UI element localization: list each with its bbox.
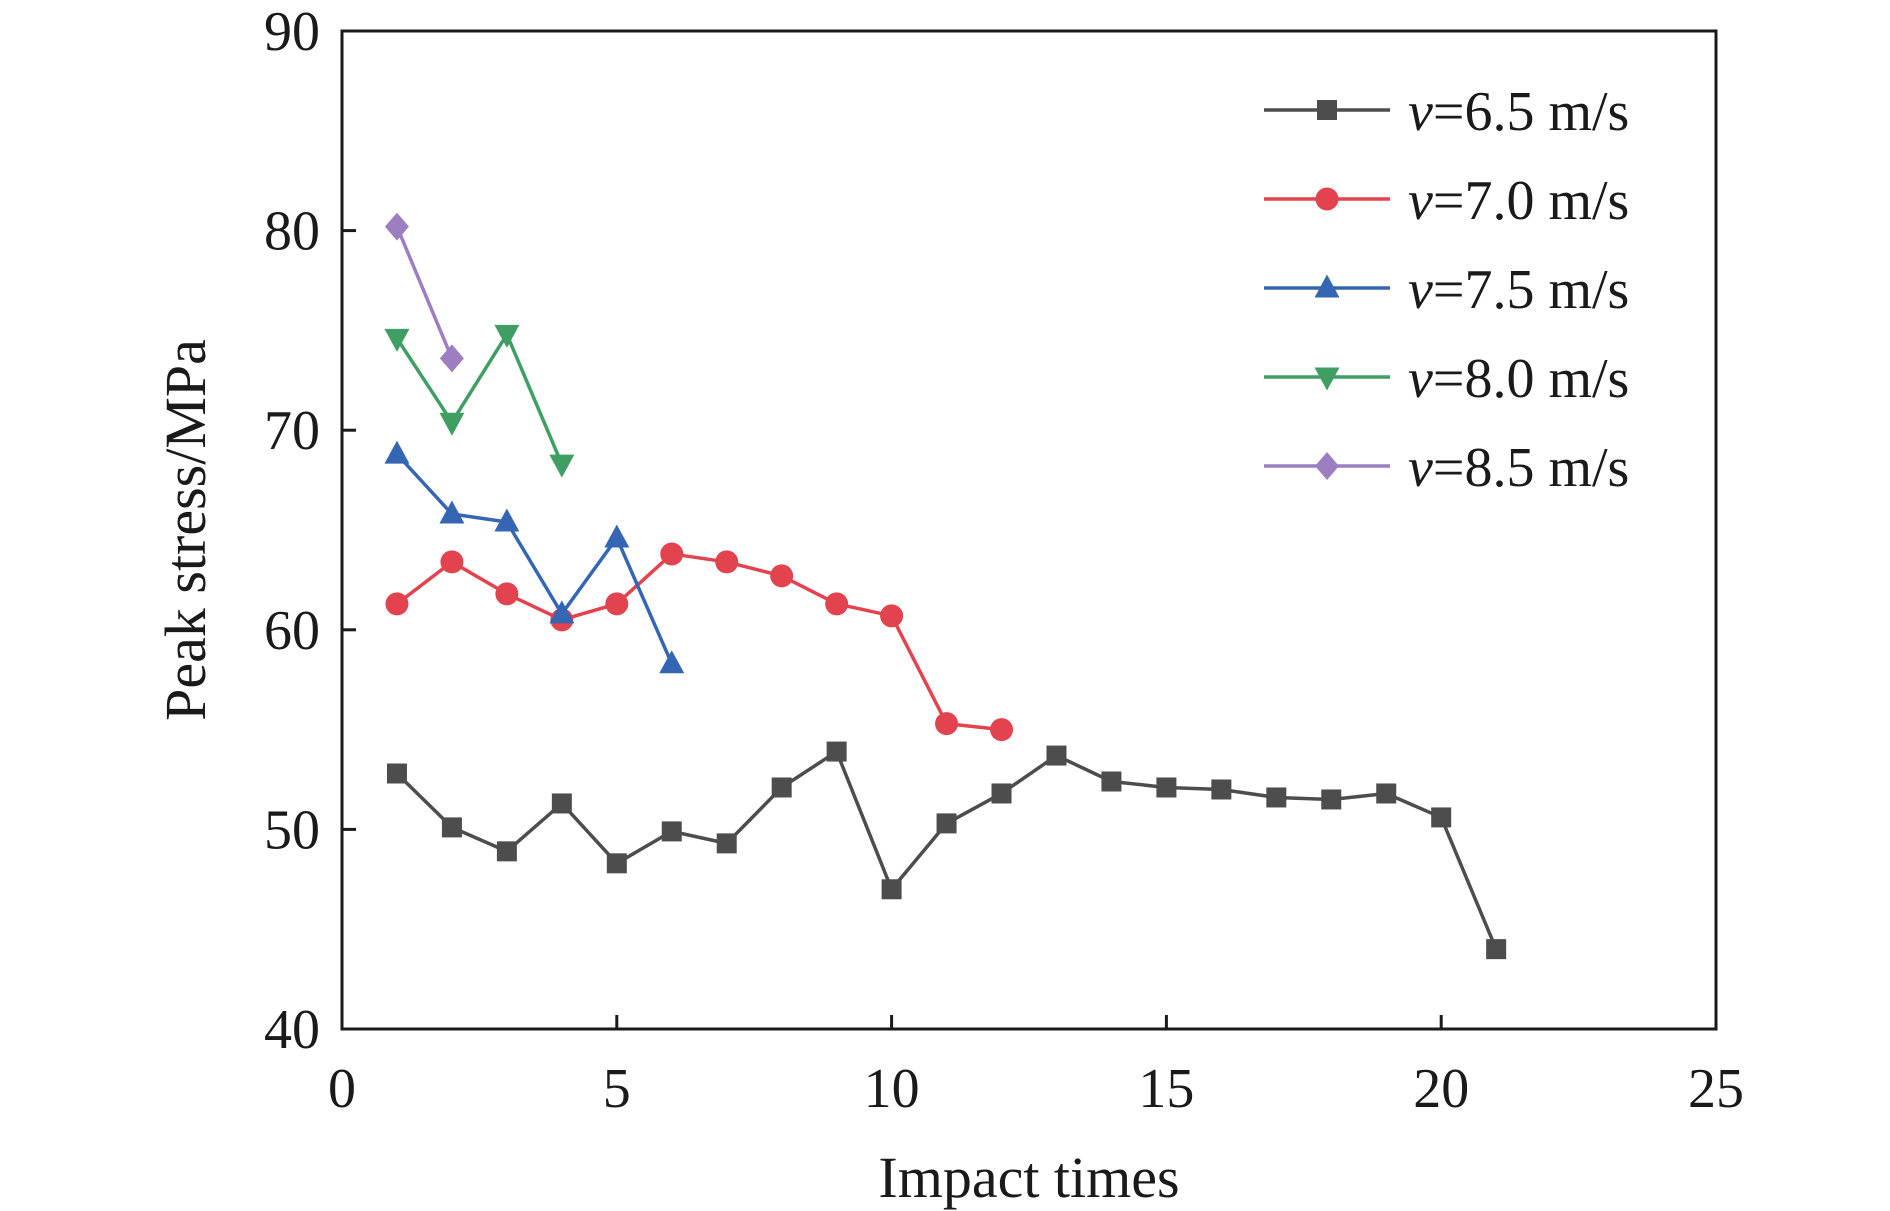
legend-label-variable: v (1408, 81, 1433, 143)
data-point (494, 324, 520, 348)
y-axis-title: Peak stress/MPa (153, 339, 218, 721)
data-point (386, 763, 407, 784)
legend-label: v=7.5 m/s (1408, 259, 1629, 321)
series-line (395, 452, 674, 665)
data-point (1431, 807, 1452, 828)
legend-label-value: =6.5 m/s (1433, 81, 1630, 143)
x-tick-label: 0 (328, 1058, 356, 1120)
data-point (605, 592, 629, 616)
legend-label-variable: v (1408, 170, 1433, 232)
x-tick-label: 25 (1688, 1058, 1744, 1120)
x-axis-ticks: 0 5 10 15 20 25 (328, 1015, 1744, 1120)
legend-label: v=8.5 m/s (1408, 437, 1629, 499)
data-point (384, 328, 410, 352)
data-point (771, 777, 792, 798)
x-tick-label: 20 (1413, 1058, 1469, 1120)
legend-item: v=8.0 m/s (1264, 348, 1629, 410)
legend-label: v=7.0 m/s (1408, 170, 1629, 232)
series-line (395, 225, 454, 360)
data-point (604, 524, 630, 548)
data-point (440, 550, 464, 574)
legend-label-value: =7.0 m/s (1433, 170, 1630, 232)
data-point (825, 592, 849, 616)
data-point (715, 550, 739, 574)
series-3 (384, 440, 685, 674)
data-point (1317, 100, 1337, 120)
data-point (549, 454, 575, 478)
data-point (1321, 789, 1342, 810)
legend-label-value: =8.5 m/s (1433, 437, 1630, 499)
data-point (549, 600, 575, 624)
legend-label-variable: v (1408, 437, 1433, 499)
x-tick-label: 15 (1138, 1058, 1194, 1120)
data-point (936, 813, 957, 834)
series-1 (386, 741, 1507, 960)
data-point (1266, 787, 1287, 808)
data-point (1046, 745, 1067, 766)
data-point (661, 821, 682, 842)
data-point (1486, 939, 1507, 960)
legend-item: v=7.0 m/s (1264, 170, 1629, 232)
series-4 (384, 324, 575, 478)
data-point (881, 879, 902, 900)
data-point (441, 817, 462, 838)
series-5 (384, 212, 464, 373)
x-tick-label: 5 (603, 1058, 631, 1120)
legend-label-value: =7.5 m/s (1433, 259, 1630, 321)
data-point (494, 508, 520, 532)
data-point (384, 440, 410, 464)
data-point (991, 783, 1012, 804)
y-tick-label: 40 (264, 999, 320, 1061)
data-point (660, 542, 684, 566)
data-point (880, 604, 904, 628)
data-point (659, 650, 685, 674)
data-point (551, 793, 572, 814)
data-point (1315, 187, 1339, 211)
data-point (935, 712, 959, 736)
series-2 (385, 542, 1014, 742)
legend-label-variable: v (1408, 259, 1433, 321)
data-point (384, 212, 409, 241)
data-point (439, 344, 464, 373)
data-point (496, 841, 517, 862)
data-point (1314, 367, 1340, 391)
series-line (395, 749, 1498, 950)
y-tick-label: 50 (264, 799, 320, 861)
legend-label-variable: v (1408, 348, 1433, 410)
data-point (990, 718, 1014, 742)
data-point (439, 412, 465, 436)
data-point (716, 833, 737, 854)
data-point (385, 592, 409, 616)
y-axis-ticks: 40 50 60 70 80 90 (264, 1, 356, 1061)
legend-item: v=6.5 m/s (1264, 81, 1629, 143)
data-point (1101, 771, 1122, 792)
series-line (395, 552, 1002, 732)
x-axis-title: Impact times (878, 1145, 1179, 1210)
data-point (1314, 274, 1340, 298)
series-layer (384, 212, 1507, 960)
data-point (439, 500, 465, 524)
series-line (395, 332, 564, 465)
y-tick-label: 80 (264, 201, 320, 263)
data-point (495, 582, 519, 606)
legend-item: v=7.5 m/s (1264, 259, 1629, 321)
x-tick-label: 10 (864, 1058, 920, 1120)
data-point (1211, 779, 1232, 800)
legend-label: v=8.0 m/s (1408, 348, 1629, 410)
data-point (1156, 777, 1177, 798)
plot-frame (340, 29, 1718, 1031)
data-point (606, 853, 627, 874)
legend: v=6.5 m/sv=7.0 m/sv=7.5 m/sv=8.0 m/sv=8.… (1264, 81, 1629, 499)
data-point (826, 741, 847, 762)
legend-label: v=6.5 m/s (1408, 81, 1629, 143)
y-tick-label: 90 (264, 1, 320, 63)
data-point (770, 564, 794, 588)
data-point (1315, 452, 1339, 480)
y-tick-label: 60 (264, 600, 320, 662)
legend-label-value: =8.0 m/s (1433, 348, 1630, 410)
data-point (1376, 783, 1397, 804)
legend-item: v=8.5 m/s (1264, 437, 1629, 499)
y-tick-label: 70 (264, 400, 320, 462)
